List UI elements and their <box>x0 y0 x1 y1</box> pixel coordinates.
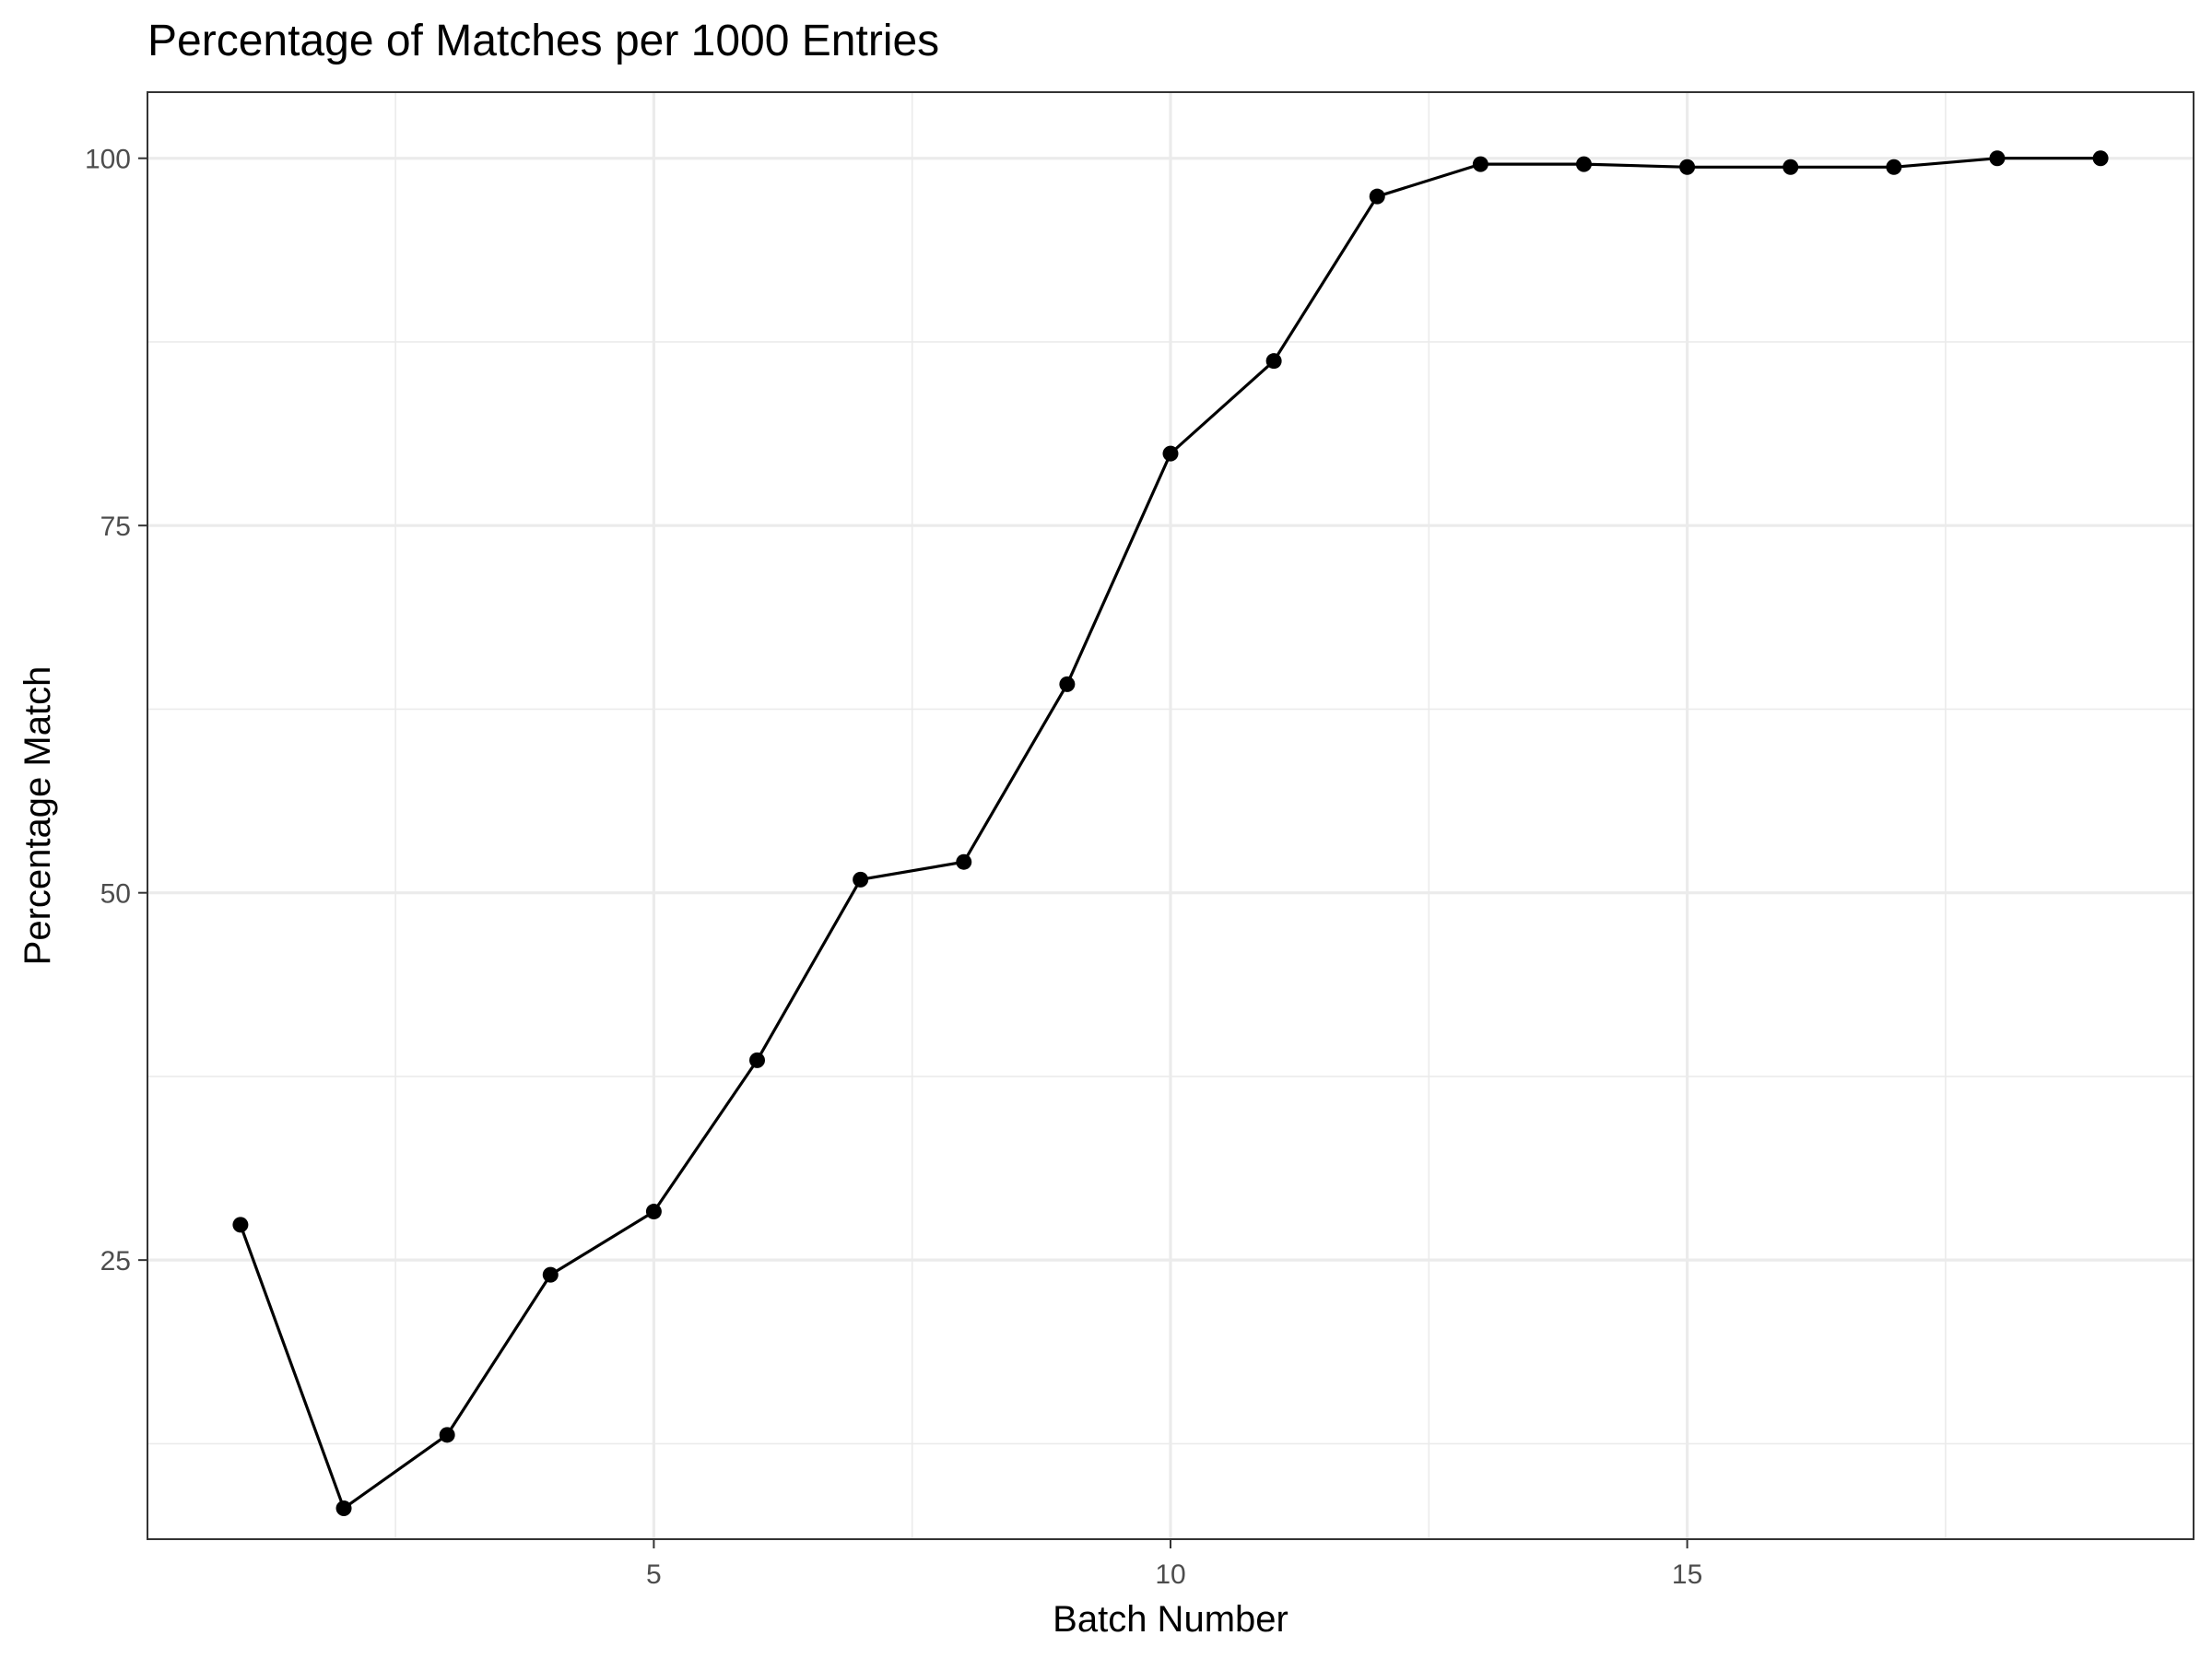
x-tick-label: 10 <box>1155 1559 1185 1590</box>
data-point <box>1059 676 1076 692</box>
x-tick-label: 5 <box>646 1559 662 1590</box>
y-tick-label: 100 <box>85 145 131 175</box>
data-point <box>645 1204 662 1220</box>
data-point <box>1162 445 1179 462</box>
data-point <box>749 1052 766 1068</box>
chart-title: Percentage of Matches per 1000 Entries <box>147 17 939 65</box>
x-tick-label: 15 <box>1672 1559 1702 1590</box>
data-point <box>439 1427 455 1443</box>
data-point <box>1989 150 2006 167</box>
data-point <box>1783 159 1799 175</box>
axes: 5 10 15 25 50 75 100 <box>85 145 1702 1590</box>
grid <box>147 92 2194 1539</box>
series-layer <box>232 150 2109 1517</box>
data-point <box>232 1217 249 1233</box>
data-point <box>1472 156 1488 172</box>
data-point <box>1679 159 1696 175</box>
data-point <box>956 853 972 870</box>
y-tick-label: 50 <box>100 879 131 910</box>
data-point <box>2092 150 2109 167</box>
data-point <box>1369 188 1385 205</box>
y-axis-title: Percentage Match <box>18 666 58 966</box>
data-point <box>1886 159 1902 175</box>
data-point <box>1265 353 1282 370</box>
y-tick-label: 25 <box>100 1246 131 1277</box>
data-point <box>542 1266 559 1283</box>
data-point <box>1575 156 1592 172</box>
x-axis-title: Batch Number <box>1053 1599 1288 1640</box>
data-point <box>853 871 869 888</box>
data-point <box>335 1500 352 1517</box>
y-tick-label: 75 <box>100 512 131 542</box>
